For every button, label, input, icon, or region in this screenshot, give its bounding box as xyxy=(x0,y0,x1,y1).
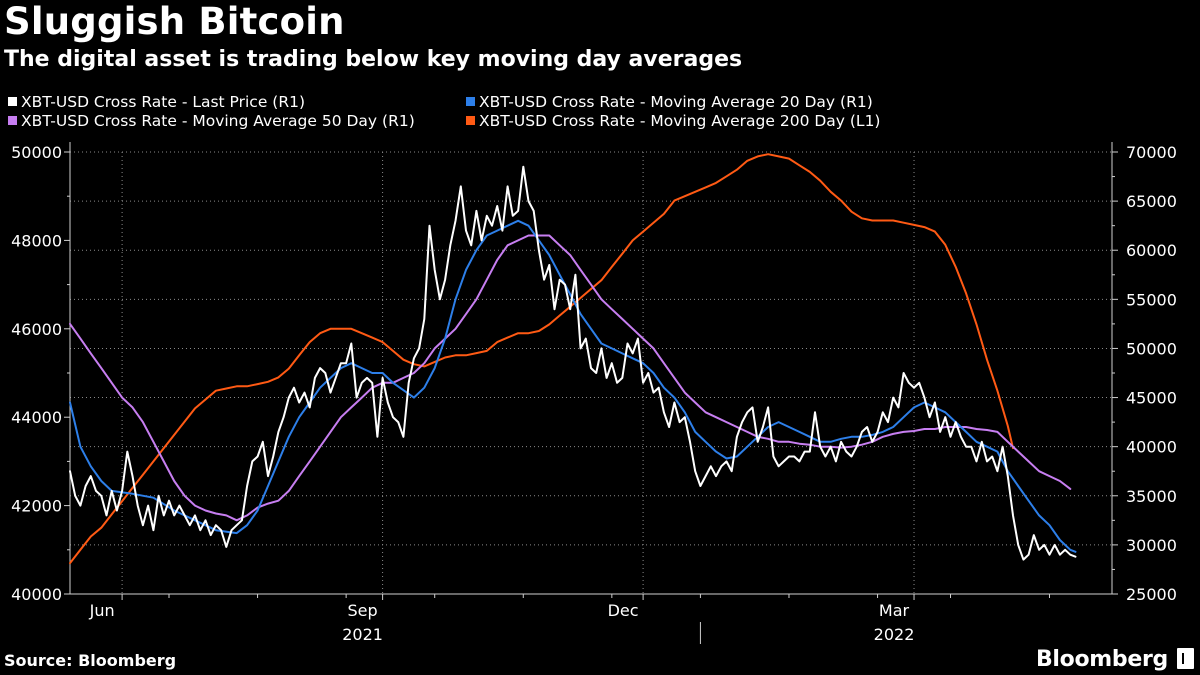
right-axis-label: 35000 xyxy=(1126,487,1177,506)
chart-legend: XBT-USD Cross Rate - Last Price (R1) XBT… xyxy=(8,92,1008,132)
x-axis-label: Jun xyxy=(89,601,115,620)
right-axis-label: 60000 xyxy=(1126,241,1177,260)
bloomberg-logo-text: Bloomberg xyxy=(1035,647,1168,672)
right-axis-label: 30000 xyxy=(1126,536,1177,555)
bloomberg-terminal-icon xyxy=(1177,648,1194,669)
legend-label-last-price: XBT-USD Cross Rate - Last Price (R1) xyxy=(21,93,306,111)
series-ma20 xyxy=(69,219,1077,553)
legend-swatch-last-price xyxy=(8,97,17,106)
legend-label-ma200: XBT-USD Cross Rate - Moving Average 200 … xyxy=(479,112,881,130)
right-axis-label: 45000 xyxy=(1126,389,1177,408)
x-axis-label: Dec xyxy=(608,601,639,620)
legend-label-ma50: XBT-USD Cross Rate - Moving Average 50 D… xyxy=(21,112,415,130)
right-axis-label: 55000 xyxy=(1126,290,1177,309)
left-axis-label: 48000 xyxy=(11,231,62,250)
x-axis-label: Mar xyxy=(879,601,910,620)
legend-item-ma200: XBT-USD Cross Rate - Moving Average 200 … xyxy=(466,111,880,131)
right-axis-label: 40000 xyxy=(1126,438,1177,457)
left-axis-label: 42000 xyxy=(11,497,62,516)
right-axis-label: 25000 xyxy=(1126,585,1177,604)
chart-title: Sluggish Bitcoin xyxy=(4,0,345,43)
x-axis-year-label: 2022 xyxy=(874,625,915,644)
legend-item-last-price: XBT-USD Cross Rate - Last Price (R1) xyxy=(8,92,305,112)
x-axis-label: Sep xyxy=(348,601,378,620)
source-note: Source: Bloomberg xyxy=(4,651,177,670)
legend-swatch-ma50 xyxy=(8,116,17,125)
right-axis-label: 50000 xyxy=(1126,339,1177,358)
left-axis-label: 46000 xyxy=(11,320,62,339)
legend-swatch-ma200 xyxy=(466,116,475,125)
legend-swatch-ma20 xyxy=(466,97,475,106)
legend-item-ma50: XBT-USD Cross Rate - Moving Average 50 D… xyxy=(8,111,415,131)
right-axis-label: 65000 xyxy=(1126,192,1177,211)
right-axis-label: 70000 xyxy=(1126,143,1177,162)
left-axis-label: 40000 xyxy=(11,585,62,604)
left-axis-label: 44000 xyxy=(11,408,62,427)
series-ma200 xyxy=(69,153,1014,565)
left-axis-label: 50000 xyxy=(11,143,62,162)
legend-item-ma20: XBT-USD Cross Rate - Moving Average 20 D… xyxy=(466,92,873,112)
series-ma50 xyxy=(69,234,1072,522)
series-last-price xyxy=(69,165,1077,561)
x-axis-year-label: 2021 xyxy=(342,625,383,644)
chart-subtitle: The digital asset is trading below key m… xyxy=(4,47,743,72)
legend-label-ma20: XBT-USD Cross Rate - Moving Average 20 D… xyxy=(479,93,873,111)
